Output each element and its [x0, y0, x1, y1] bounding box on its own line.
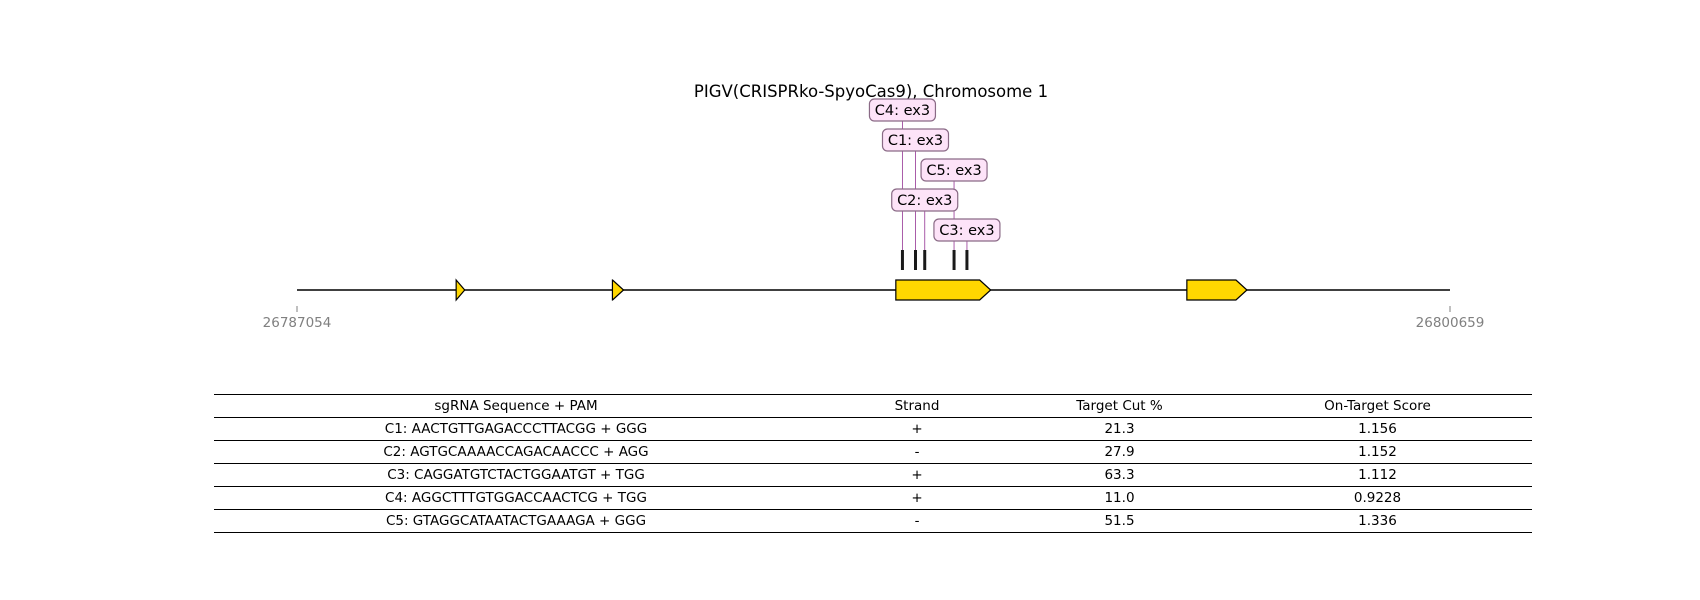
- table-cell: 1.156: [1223, 417, 1532, 441]
- table-cell: +: [818, 417, 1016, 441]
- table-header-row: sgRNA Sequence + PAM Strand Target Cut %…: [214, 394, 1532, 418]
- table-row: C5: GTAGGCATAATACTGAAAGA + GGG - 51.5 1.…: [214, 509, 1532, 533]
- table-cell: +: [818, 486, 1016, 510]
- guide-label: C3: ex3: [939, 223, 994, 239]
- table-cell: 11.0: [1016, 486, 1223, 510]
- table-cell: C2: AGTGCAAAACCAGACAACCC + AGG: [214, 440, 818, 464]
- table-cell: 63.3: [1016, 463, 1223, 487]
- table-cell: C1: AACTGTTGAGACCCTTACGG + GGG: [214, 417, 818, 441]
- exon: [1186, 279, 1248, 301]
- exon: [895, 279, 992, 301]
- guide-label-box: [920, 158, 988, 182]
- table-cell: +: [818, 463, 1016, 487]
- table-cell: 1.336: [1223, 509, 1532, 533]
- table-cell: -: [818, 509, 1016, 533]
- guide-label: C5: ex3: [926, 163, 981, 179]
- cut-site-marks: [900, 250, 969, 270]
- exon: [611, 279, 625, 301]
- table-cell: 0.9228: [1223, 486, 1532, 510]
- guide-label-box: [933, 218, 1001, 242]
- table-row: C1: AACTGTTGAGACCCTTACGG + GGG + 21.3 1.…: [214, 417, 1532, 441]
- guide-label-box: [868, 98, 937, 122]
- table-cell: 51.5: [1016, 509, 1223, 533]
- region-end-coordinate: 26800659: [1416, 315, 1485, 331]
- guide-labels: C4: ex3 C1: ex3 C5: ex3 C2: ex3 C3: ex3: [868, 98, 1001, 242]
- guide-label-box: [881, 128, 950, 152]
- guide-label-box: [891, 188, 959, 212]
- column-header-cut-percent: Target Cut %: [1016, 394, 1223, 418]
- exon: [455, 278, 466, 302]
- diagram-title: PIGV(CRISPRko-SpyoCas9), Chromosome 1: [693, 82, 1049, 101]
- gene-diagram: C4: ex3 C1: ex3 C5: ex3 C2: ex3 C3: ex3 2678…: [263, 98, 1485, 331]
- table-cell: C4: AGGCTTTGTGGACCAACTCG + TGG: [214, 486, 818, 510]
- column-header-sequence: sgRNA Sequence + PAM: [214, 394, 818, 418]
- table-cell: 1.152: [1223, 440, 1532, 464]
- table-row: C2: AGTGCAAAACCAGACAACCC + AGG - 27.9 1.…: [214, 440, 1532, 464]
- table-cell: -: [818, 440, 1016, 464]
- guide-label: C1: ex3: [888, 133, 943, 149]
- table-cell: C5: GTAGGCATAATACTGAAAGA + GGG: [214, 509, 818, 533]
- column-header-strand: Strand: [818, 394, 1016, 418]
- guide-label: C2: ex3: [897, 193, 952, 209]
- table-cell: 21.3: [1016, 417, 1223, 441]
- table-cell: C3: CAGGATGTCTACTGGAATGT + TGG: [214, 463, 818, 487]
- table-cell: 1.112: [1223, 463, 1532, 487]
- exon-track: [455, 278, 1248, 302]
- guide-label: C4: ex3: [875, 103, 930, 119]
- table-row: C4: AGGCTTTGTGGACCAACTCG + TGG + 11.0 0.…: [214, 486, 1532, 510]
- region-start-coordinate: 26787054: [263, 315, 332, 331]
- table-row: C3: CAGGATGTCTACTGGAATGT + TGG + 63.3 1.…: [214, 463, 1532, 487]
- column-header-on-target-score: On-Target Score: [1223, 394, 1532, 418]
- table-cell: 27.9: [1016, 440, 1223, 464]
- guide-table: sgRNA Sequence + PAM Strand Target Cut %…: [214, 394, 1532, 533]
